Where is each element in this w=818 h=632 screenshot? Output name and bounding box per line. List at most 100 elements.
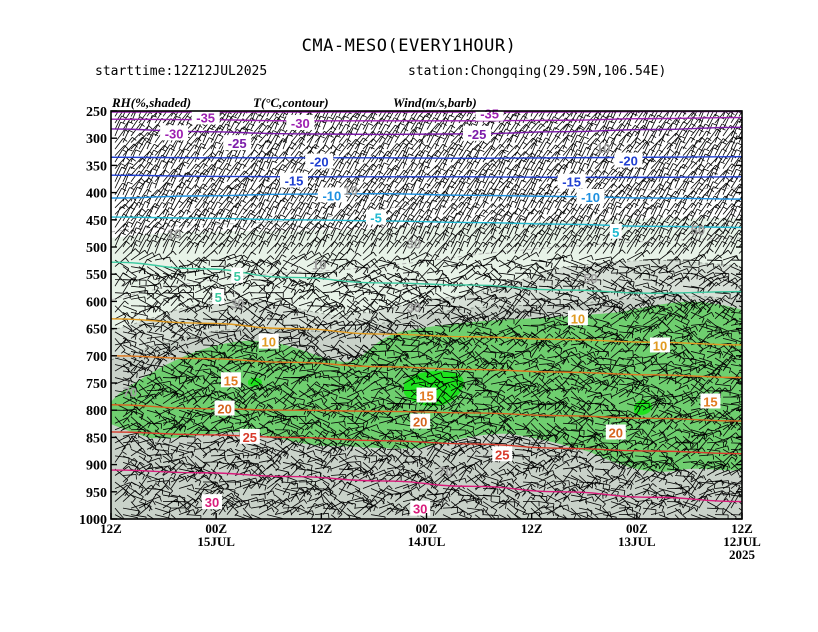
wind-barb-flag bbox=[407, 188, 413, 191]
wind-barb-flag bbox=[329, 104, 334, 106]
wind-barb-flag bbox=[750, 312, 752, 316]
wind-barb bbox=[362, 202, 372, 215]
wind-barb-flag bbox=[579, 168, 585, 172]
wind-barb-flag bbox=[554, 168, 560, 172]
wind-barb bbox=[458, 161, 470, 176]
wind-barb bbox=[394, 128, 405, 143]
wind-barb bbox=[114, 163, 122, 176]
wind-barb bbox=[266, 130, 274, 143]
wind-barb-flag bbox=[750, 229, 754, 232]
wind-barb-flag bbox=[524, 151, 529, 156]
wind-barb-flag bbox=[701, 137, 706, 141]
wind-barb bbox=[130, 136, 143, 150]
wind-barb-flag bbox=[747, 171, 751, 174]
wind-barb bbox=[290, 142, 302, 156]
wind-barb-flag bbox=[568, 123, 574, 127]
wind-barb bbox=[202, 200, 211, 215]
wind-barb bbox=[170, 167, 178, 182]
wind-barb-flag bbox=[464, 181, 470, 185]
wind-barb-flag bbox=[425, 173, 431, 176]
wind-barb-flag bbox=[706, 137, 712, 142]
wind-barb-flag bbox=[147, 132, 152, 137]
wind-barb bbox=[130, 111, 135, 117]
wind-barb-flag bbox=[746, 104, 750, 107]
wind-barb bbox=[354, 188, 367, 202]
wind-barb bbox=[570, 140, 577, 156]
wind-barb-flag bbox=[288, 146, 294, 150]
wind-barb-flag bbox=[596, 106, 600, 109]
wind-barb-flag bbox=[748, 261, 752, 264]
wind-barb-flag bbox=[433, 134, 439, 138]
wind-barb-flag bbox=[616, 201, 622, 205]
wind-barb-flag bbox=[608, 126, 614, 130]
wind-barb-flag bbox=[562, 144, 568, 149]
wind-barb bbox=[714, 176, 726, 189]
wind-barb bbox=[546, 135, 557, 150]
wind-barb bbox=[642, 134, 653, 150]
wind-barb bbox=[306, 195, 314, 209]
wind-barb bbox=[234, 194, 244, 209]
wind-barb bbox=[298, 202, 306, 215]
wind-barb-flag bbox=[423, 161, 429, 164]
wind-barb bbox=[250, 202, 261, 215]
wind-barb-flag bbox=[353, 127, 358, 130]
wind-barb-flag bbox=[379, 150, 385, 154]
wind-barb-flag bbox=[559, 313, 561, 319]
wind-barb bbox=[418, 133, 426, 150]
wind-barb bbox=[274, 199, 282, 215]
wind-barb bbox=[202, 188, 213, 202]
wind-barb bbox=[618, 168, 627, 182]
wind-barb bbox=[274, 138, 284, 150]
wind-barb-flag bbox=[658, 149, 664, 153]
wind-barb-flag bbox=[557, 103, 561, 106]
wind-barb-flag bbox=[269, 150, 274, 155]
wind-barb bbox=[202, 137, 210, 150]
wind-barb-flag bbox=[665, 162, 671, 166]
wind-barb-flag bbox=[140, 132, 145, 137]
wind-barb bbox=[298, 145, 310, 156]
wind-barb-flag bbox=[672, 163, 678, 167]
wind-barb bbox=[146, 111, 158, 124]
wind-barb bbox=[442, 169, 449, 182]
wind-barb-flag bbox=[201, 134, 207, 137]
wind-barb-flag bbox=[743, 281, 745, 285]
wind-barb bbox=[418, 201, 427, 215]
wind-barb bbox=[410, 115, 420, 130]
wind-barb bbox=[618, 187, 628, 202]
wind-barb bbox=[114, 149, 123, 163]
wind-barb bbox=[650, 156, 663, 169]
wind-barb bbox=[322, 116, 329, 130]
wind-barb bbox=[234, 176, 247, 189]
wind-barb-flag bbox=[170, 196, 176, 201]
wind-barb-flag bbox=[226, 162, 232, 167]
wind-barb-flag bbox=[346, 170, 351, 174]
wind-barb-flag bbox=[378, 170, 384, 175]
wind-barb-flag bbox=[749, 234, 753, 237]
wind-barb bbox=[562, 135, 569, 150]
wind-barb bbox=[290, 129, 302, 143]
wind-barb-flag bbox=[626, 122, 632, 127]
wind-barb bbox=[674, 141, 682, 156]
wind-barb-flag bbox=[603, 170, 609, 175]
wind-barb-flag bbox=[249, 123, 255, 127]
wind-barb-flag bbox=[736, 149, 742, 152]
wind-barb-flag bbox=[148, 177, 153, 182]
wind-barb bbox=[714, 195, 726, 209]
wind-barb bbox=[482, 187, 491, 202]
wind-barb bbox=[306, 111, 312, 117]
wind-barb bbox=[218, 168, 226, 182]
wind-barb-flag bbox=[385, 130, 391, 134]
wind-barb-flag bbox=[738, 159, 742, 163]
wind-barb-flag bbox=[457, 143, 463, 148]
wind-barb-flag bbox=[728, 179, 734, 183]
wind-barb bbox=[370, 163, 379, 176]
wind-barb-flag bbox=[403, 169, 409, 174]
wind-barb bbox=[298, 150, 311, 163]
wind-barb-flag bbox=[362, 114, 368, 118]
wind-barb-flag bbox=[649, 120, 655, 124]
wind-barb bbox=[498, 181, 510, 196]
wind-barb-flag bbox=[209, 192, 215, 196]
wind-barb bbox=[282, 111, 286, 117]
wind-barb bbox=[738, 144, 742, 150]
wind-barb bbox=[682, 137, 691, 150]
